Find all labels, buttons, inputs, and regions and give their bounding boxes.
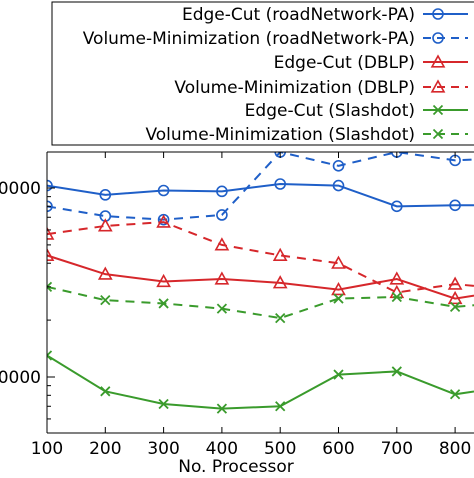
series-0 [42,179,474,211]
legend-label: Volume-Minimization (roadNetwork-PA) [83,29,415,49]
legend-label: Edge-Cut (roadNetwork-PA) [182,5,415,25]
x-tick-label: 200 [89,439,121,459]
plot-area [41,147,474,413]
x-tick-label: 100 [31,439,63,459]
x-tick-label: 800 [439,439,471,459]
data-point [274,249,286,260]
legend-label: Edge-Cut (DBLP) [274,53,415,73]
legend-label: Volume-Minimization (DBLP) [174,78,415,98]
data-point [391,286,403,297]
x-tick-label: 600 [322,439,354,459]
x-axis-title: No. Processor [178,457,294,474]
x-tick-label: 500 [264,439,296,459]
data-point [99,220,111,231]
series-4 [43,351,474,413]
x-tick-label: 700 [381,439,413,459]
y-tick-label: 10000 [0,368,41,388]
series-2 [41,249,474,303]
series-5 [43,282,474,322]
x-tick-label: 300 [147,439,179,459]
legend-label: Volume-Minimization (Slashdot) [145,125,415,145]
legend: Edge-Cut (roadNetwork-PA) Volume-Minimiza… [52,2,474,145]
series-3 [41,216,474,297]
legend-label: Edge-Cut (Slashdot) [245,101,415,121]
x-tick-label: 400 [206,439,238,459]
series-line [47,355,474,408]
